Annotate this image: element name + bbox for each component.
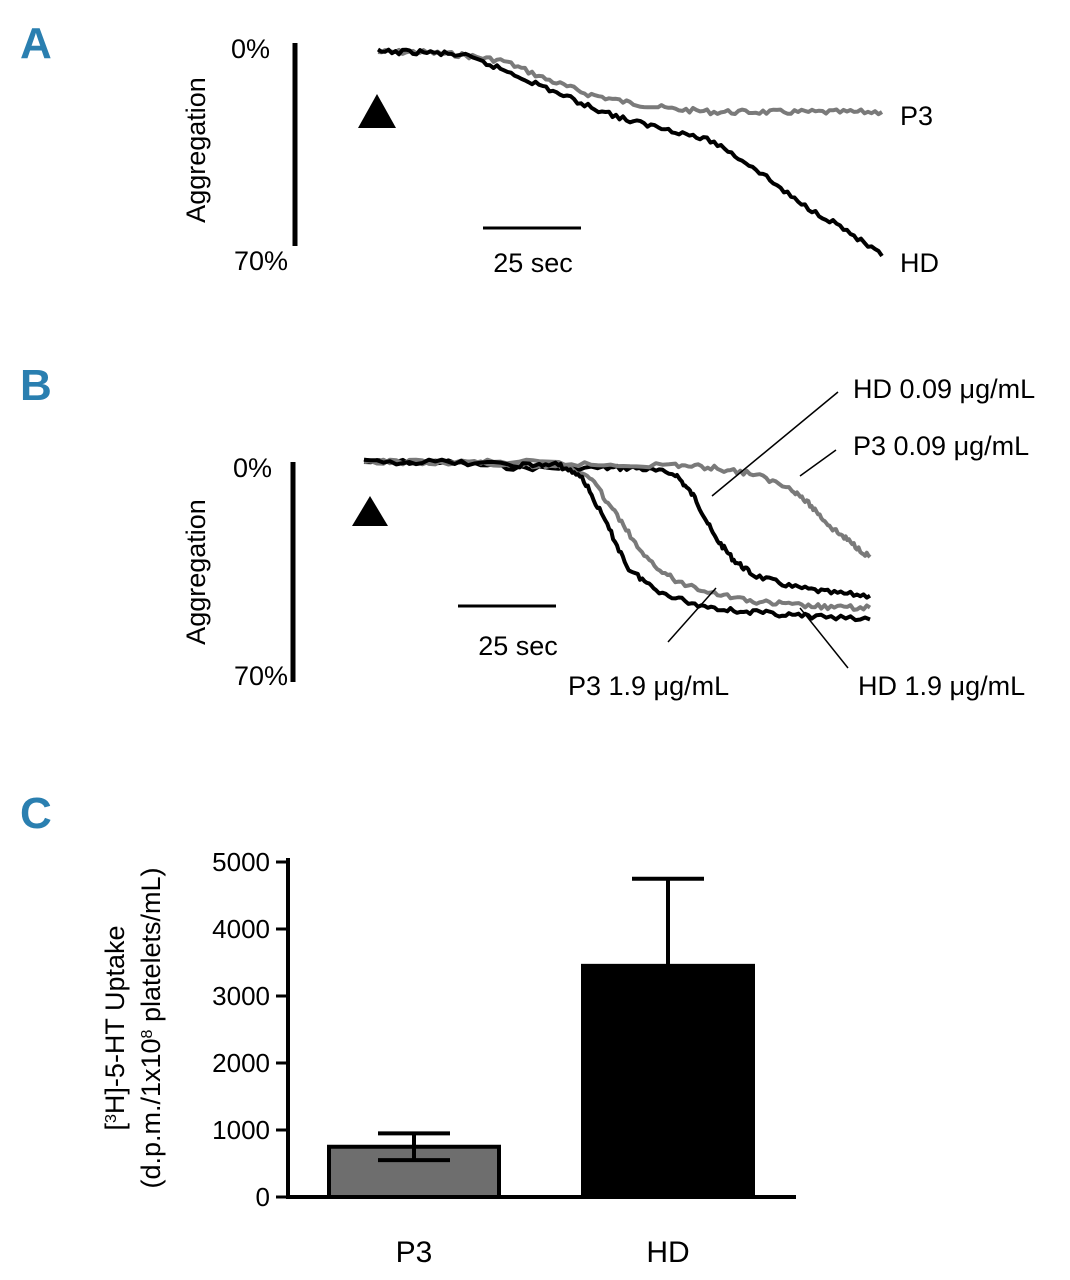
panel-b-trace-hd-3 [363, 457, 871, 623]
panel-a: A 0% 70% Aggregation 25 sec P3 HD [20, 19, 939, 278]
panel-a-y-bottom-label: 70% [234, 246, 288, 276]
panel-c-ytick-label-5000: 5000 [212, 847, 270, 877]
panel-c-ytick-label-3000: 3000 [212, 981, 270, 1011]
panel-b-trace-hd-0 [363, 457, 872, 600]
panel-b-leader-p3-low [799, 449, 837, 477]
panel-b-y-bottom-label: 70% [234, 661, 288, 691]
panel-b-leader-hd-low [711, 391, 839, 497]
panel-b: B 0% 70% Aggregation 25 sec HD 0.09 μg/m… [20, 361, 1035, 701]
panel-b-time-scale-label: 25 sec [478, 631, 558, 661]
panel-c-y-axis-label-line2: (d.p.m./1x108 platelets/mL) [136, 867, 166, 1188]
panel-b-legend-hd-low: HD 0.09 μg/mL [853, 374, 1035, 404]
panel-c-category-label-p3: P3 [396, 1236, 433, 1269]
panel-a-y-top-label: 0% [231, 34, 270, 64]
panel-a-letter: A [20, 19, 52, 68]
panel-a-traces [376, 47, 884, 258]
panel-b-legend-p3-high: P3 1.9 μg/mL [568, 671, 729, 701]
panel-c-category-label-hd: HD [646, 1236, 689, 1269]
panel-c-y-axis-label-line1: [3H]-5-HT Uptake [100, 926, 130, 1131]
panel-c: C [3H]-5-HT Uptake (d.p.m./1x108 platele… [20, 789, 796, 1269]
panel-b-leader-p3-high [667, 587, 717, 643]
panel-b-leader-hd-high [799, 607, 849, 669]
panel-c-ytick-label-4000: 4000 [212, 914, 270, 944]
panel-a-trace-hd-1 [376, 47, 884, 258]
panel-c-ytick-label-1000: 1000 [212, 1115, 270, 1145]
panel-b-y-top-label: 0% [233, 453, 272, 483]
panel-c-letter: C [20, 789, 52, 838]
panel-a-agonist-triangle-icon [358, 94, 396, 128]
panel-c-bars: P3 HD [327, 876, 755, 1269]
panel-b-agonist-triangle-icon [352, 496, 388, 526]
panel-b-legend-hd-high: HD 1.9 μg/mL [858, 671, 1025, 701]
panel-b-letter: B [20, 361, 52, 410]
panel-a-y-axis-label: Aggregation [181, 77, 211, 223]
panel-c-ticks: 0 1000 2000 3000 4000 5000 [212, 847, 288, 1212]
panel-b-y-axis-label: Aggregation [181, 499, 211, 645]
panel-a-time-scale-label: 25 sec [493, 248, 573, 278]
panel-c-ytick-label-0: 0 [256, 1182, 270, 1212]
panel-c-ytick-label-2000: 2000 [212, 1048, 270, 1078]
panel-c-bar-p3 [327, 1144, 501, 1199]
panel-a-legend-hd: HD [900, 248, 939, 278]
panel-a-trace-p3-0 [377, 47, 884, 117]
panel-a-legend-p3: P3 [900, 101, 933, 131]
panel-b-traces [363, 457, 872, 623]
panel-b-legend-p3-low: P3 0.09 μg/mL [853, 431, 1029, 461]
